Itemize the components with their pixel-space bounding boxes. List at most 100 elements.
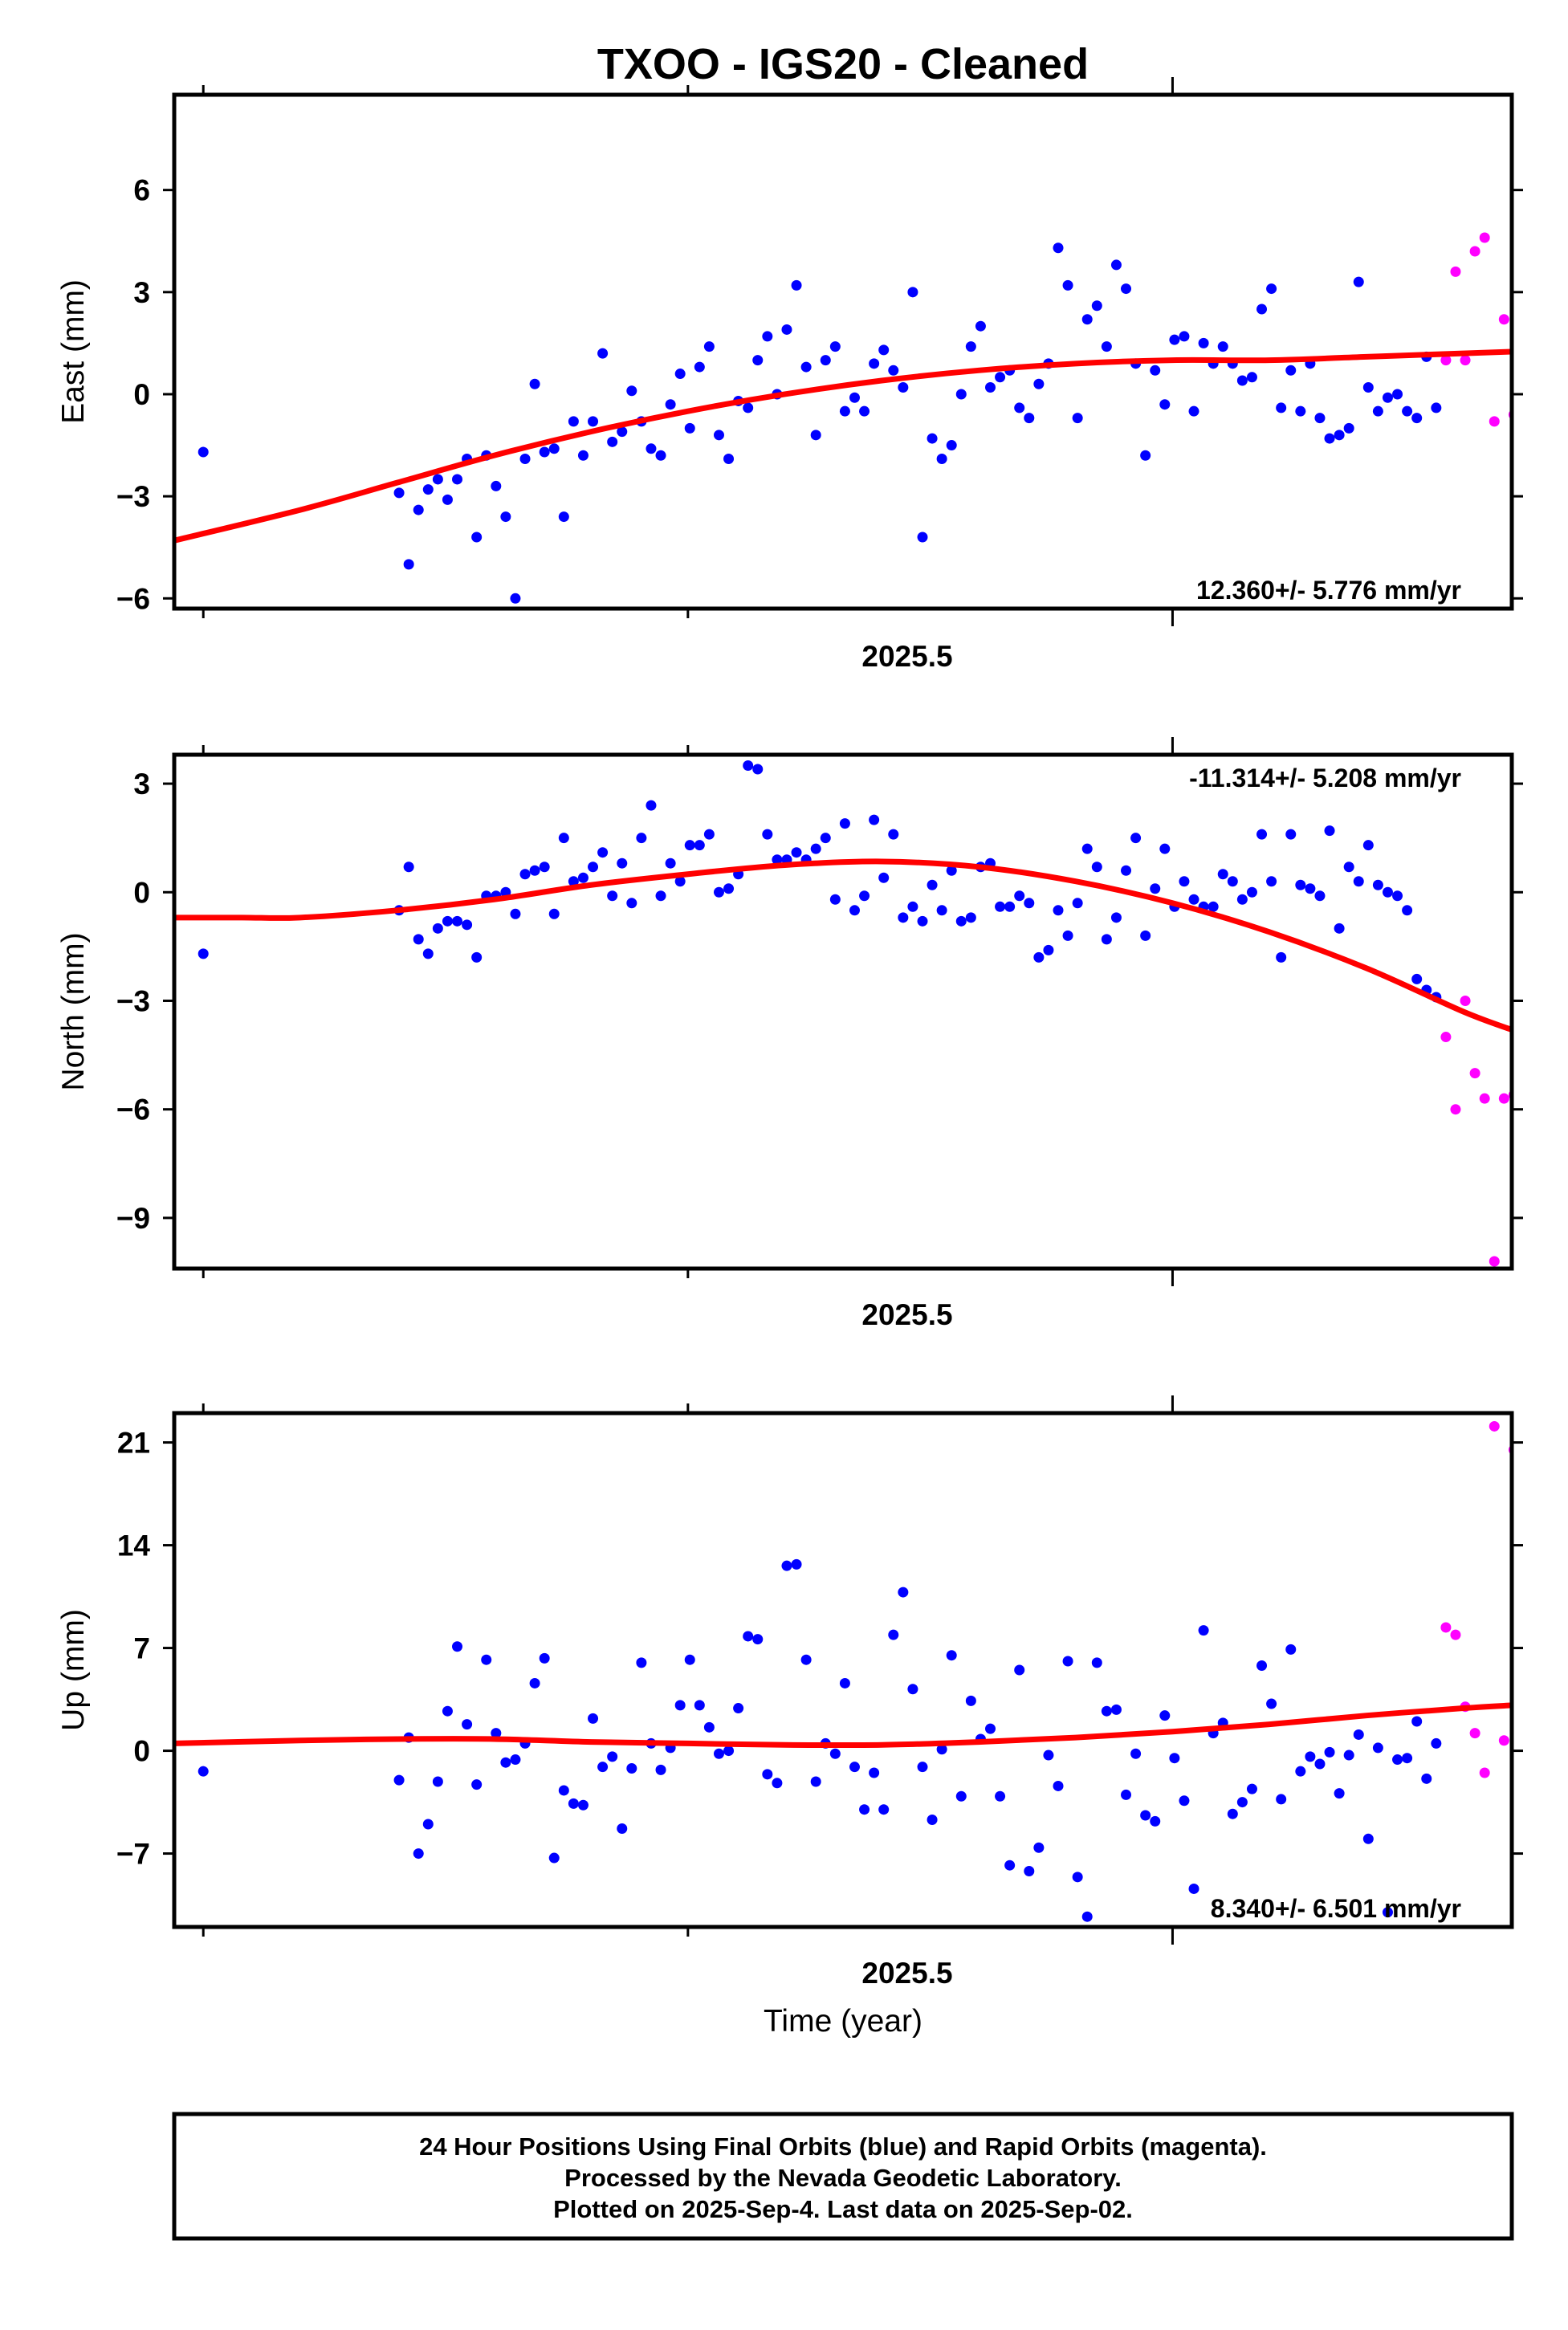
up-final-point	[1198, 1625, 1209, 1636]
up-final-point	[1382, 1907, 1393, 1918]
east-y-tick-label: 3	[133, 276, 150, 309]
east-final-point	[1353, 276, 1364, 287]
up-y-tick-label: 7	[133, 1632, 150, 1665]
east-final-point	[1246, 372, 1257, 383]
up-final-point	[752, 1634, 764, 1645]
east-final-point	[519, 454, 531, 465]
north-final-point	[597, 847, 609, 858]
up-final-point	[539, 1652, 550, 1664]
north-final-point	[955, 915, 967, 927]
north-final-point	[1140, 930, 1151, 941]
up-final-point	[1159, 1710, 1171, 1721]
east-final-point	[1188, 405, 1199, 417]
east-final-point	[442, 494, 453, 505]
east-final-point	[491, 480, 502, 491]
north-rapid-point	[1460, 995, 1471, 1006]
north-final-point	[1053, 905, 1064, 916]
up-final-point	[558, 1785, 569, 1796]
up-final-point	[907, 1684, 918, 1695]
east-panel: East (mm) 2025.5 12.360+/- 5.776 mm/yr −…	[56, 77, 1523, 673]
east-final-point	[1140, 450, 1151, 461]
up-final-point	[1130, 1748, 1142, 1759]
north-y-axis-label: North (mm)	[56, 932, 91, 1090]
east-final-point	[432, 474, 443, 485]
east-final-point	[888, 365, 899, 376]
east-final-point	[762, 331, 773, 342]
north-final-point	[636, 833, 647, 844]
north-final-point	[810, 843, 821, 854]
east-final-point	[655, 450, 666, 461]
up-final-point	[1392, 1754, 1403, 1766]
north-final-point	[422, 948, 434, 959]
up-final-point	[617, 1823, 628, 1834]
north-final-point	[665, 857, 676, 869]
up-final-point	[955, 1790, 967, 1802]
up-final-point	[1256, 1660, 1268, 1672]
east-final-point	[839, 405, 850, 417]
up-final-point	[694, 1700, 705, 1711]
east-final-point	[1295, 405, 1306, 417]
up-final-point	[965, 1695, 976, 1706]
north-final-point	[965, 912, 976, 923]
east-final-point	[849, 392, 860, 403]
up-fit-curve	[174, 1702, 1512, 1749]
up-rapid-point	[1450, 1629, 1461, 1640]
north-final-point	[607, 890, 618, 902]
up-final-point	[946, 1650, 957, 1661]
east-final-point	[1014, 402, 1025, 413]
north-final-point	[1285, 829, 1297, 840]
east-rapid-point	[1498, 314, 1509, 325]
up-final-point	[413, 1848, 424, 1860]
north-final-point	[752, 764, 764, 775]
footer-line-1: 24 Hour Positions Using Final Orbits (bl…	[419, 2132, 1267, 2161]
north-panel: North (mm) 2025.5 -11.314+/- 5.208 mm/yr…	[56, 737, 1523, 1331]
north-final-point	[462, 919, 473, 931]
up-final-point	[1343, 1750, 1354, 1761]
east-rapid-point	[1440, 355, 1452, 366]
east-final-point	[422, 484, 434, 495]
east-data-layer	[174, 232, 1512, 604]
east-final-point	[995, 372, 1006, 383]
up-final-point	[829, 1748, 841, 1759]
north-final-point	[1101, 934, 1112, 945]
north-final-point	[626, 898, 637, 909]
north-final-point	[1188, 894, 1199, 905]
up-final-point	[462, 1719, 473, 1730]
north-final-point	[1362, 840, 1374, 851]
up-final-point	[1276, 1794, 1287, 1805]
north-final-point	[703, 829, 715, 840]
north-final-point	[577, 872, 589, 883]
east-final-point	[810, 430, 821, 441]
east-y-tick-label: −3	[116, 480, 150, 513]
east-final-point	[791, 279, 802, 291]
east-final-point	[597, 348, 609, 359]
east-final-point	[1382, 392, 1393, 403]
north-final-point	[1295, 879, 1306, 890]
up-final-point	[422, 1819, 434, 1830]
up-final-point	[500, 1757, 511, 1768]
north-final-point	[1217, 869, 1228, 880]
up-final-point	[810, 1776, 821, 1787]
up-final-point	[1062, 1656, 1073, 1667]
up-y-axis-label: Up (mm)	[56, 1609, 91, 1731]
east-final-point	[548, 443, 560, 454]
north-final-point	[558, 833, 569, 844]
east-final-point	[1324, 433, 1335, 444]
north-final-point	[888, 829, 899, 840]
north-final-point	[1276, 951, 1287, 963]
up-final-point	[781, 1560, 792, 1571]
north-final-point	[1411, 973, 1423, 984]
up-final-point	[849, 1762, 860, 1773]
east-final-point	[539, 446, 550, 458]
north-y-tick-label: 0	[133, 876, 150, 909]
north-rapid-point	[1450, 1104, 1461, 1115]
up-final-point	[869, 1767, 880, 1778]
north-final-point	[1130, 833, 1142, 844]
north-final-point	[1382, 886, 1393, 898]
north-final-point	[646, 800, 657, 811]
up-final-point	[1004, 1860, 1016, 1871]
up-final-point	[936, 1744, 947, 1755]
up-final-point	[878, 1804, 890, 1815]
up-final-point	[723, 1745, 735, 1757]
east-final-point	[558, 511, 569, 523]
